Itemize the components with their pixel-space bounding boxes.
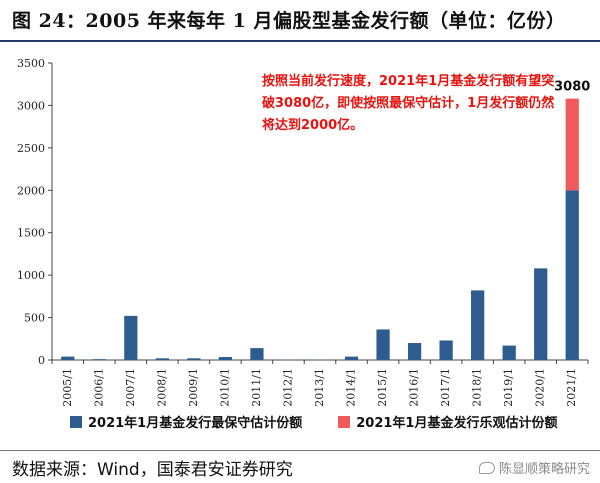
bar-optimistic (565, 98, 579, 191)
y-tick-label: 500 (24, 312, 45, 325)
legend-label-optimistic: 2021年1月基金发行乐观估计份额 (356, 416, 558, 431)
legend-swatch-conservative (70, 415, 82, 428)
legend: 2021年1月基金发行最保守估计份额 2021年1月基金发行乐观估计份额 (70, 412, 557, 431)
x-tick-label: 2014/1 (345, 368, 358, 407)
y-tick-label: 3500 (17, 57, 45, 70)
legend-item-optimistic: 2021年1月基金发行乐观估计份额 (338, 412, 557, 431)
bar-conservative (92, 359, 106, 360)
watermark: 陈显顺策略研究 (478, 458, 590, 477)
bar-conservative (250, 348, 264, 360)
x-tick-label: 2015/1 (376, 368, 389, 407)
bar-conservative (471, 290, 485, 360)
x-tick-label: 2010/1 (218, 368, 231, 407)
legend-swatch-optimistic (338, 415, 351, 428)
y-tick-label: 1000 (17, 269, 45, 282)
bar-conservative (534, 268, 548, 360)
x-tick-label: 2018/1 (471, 368, 484, 407)
y-tick-label: 1500 (17, 227, 45, 240)
y-tick-label: 0 (38, 354, 45, 367)
bar-conservative (187, 358, 201, 360)
bar-conservative (344, 356, 359, 360)
chart-annotation: 按照当前发行速度，2021年1月基金发行额有望突破3080亿，即使按照最保守估计… (262, 74, 555, 133)
x-tick-label: 2009/1 (187, 368, 200, 407)
legend-item-conservative: 2021年1月基金发行最保守估计份额 (70, 412, 302, 431)
bar-conservative (565, 190, 579, 360)
y-tick-label: 2000 (17, 184, 45, 197)
x-tick-label: 2008/1 (155, 368, 168, 407)
y-tick-label: 3000 (17, 99, 45, 112)
wechat-icon (478, 461, 495, 474)
bar-conservative (313, 359, 327, 361)
x-tick-label: 2017/1 (439, 368, 452, 407)
bar-conservative (281, 359, 296, 361)
y-tick-label: 2500 (17, 142, 45, 155)
x-tick-label: 2019/1 (502, 368, 515, 407)
bar-conservative (439, 340, 453, 360)
bar-conservative (376, 329, 390, 360)
figure-title: 图 24：2005 年来每年 1 月偏股型基金发行额（单位：亿份） (12, 10, 566, 32)
watermark-text: 陈显顺策略研究 (498, 462, 590, 477)
bar-conservative (124, 315, 138, 360)
x-tick-label: 2013/1 (313, 368, 326, 407)
legend-label-conservative: 2021年1月基金发行最保守估计份额 (88, 416, 303, 431)
x-tick-label: 2021/1 (565, 368, 578, 407)
source-note: 数据来源：Wind，国泰君安证券研究 (12, 460, 293, 480)
title-rule (0, 40, 600, 42)
x-tick-label: 2011/1 (250, 368, 263, 407)
footer-rule (0, 450, 600, 451)
bar-conservative (407, 343, 422, 360)
x-tick-label: 2012/1 (281, 368, 294, 407)
x-tick-label: 2005/1 (61, 368, 74, 407)
bar-conservative (218, 357, 233, 360)
bar-conservative (155, 358, 169, 360)
bar-conservative (61, 356, 75, 360)
data-label: 3080 (554, 80, 590, 95)
x-tick-label: 2016/1 (408, 368, 421, 407)
bar-conservative (502, 345, 516, 360)
x-tick-label: 2006/1 (92, 368, 105, 407)
bar-chart: 0 500 1000 1500 2000 2500 3000 3500 2005/1 2006/1… (17, 57, 590, 407)
x-tick-label: 2020/1 (534, 368, 547, 407)
x-tick-label: 2007/1 (124, 368, 137, 407)
